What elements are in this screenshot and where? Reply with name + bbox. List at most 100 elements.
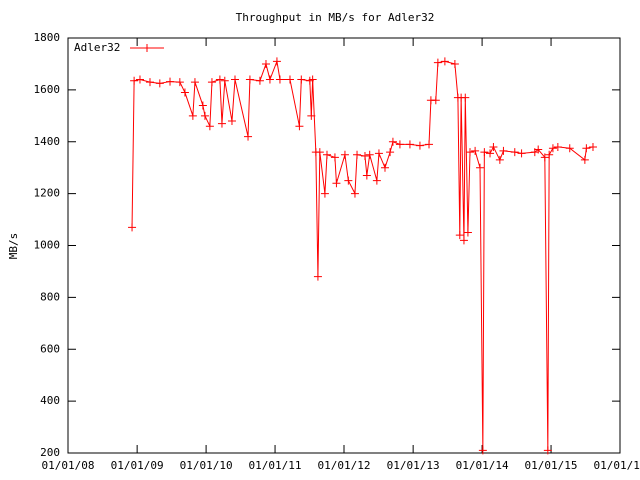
point [220, 76, 229, 85]
y-tick-label: 1600 [34, 83, 61, 96]
point [315, 148, 324, 157]
point [545, 150, 554, 159]
point [480, 148, 489, 157]
point [372, 176, 381, 185]
point [476, 163, 485, 172]
x-tick-label: 01/01/08 [42, 459, 95, 472]
point [365, 150, 374, 159]
y-tick-label: 800 [40, 290, 60, 303]
point [308, 75, 317, 84]
point [415, 141, 424, 150]
point [440, 57, 449, 66]
point [548, 144, 557, 153]
point [198, 101, 207, 110]
point [188, 111, 197, 120]
y-tick-label: 1400 [34, 135, 61, 148]
point [543, 446, 552, 455]
point [580, 155, 589, 164]
point [362, 171, 371, 180]
point [582, 144, 591, 153]
point [128, 223, 137, 232]
point [244, 132, 253, 141]
point [285, 75, 294, 84]
point [227, 117, 236, 125]
y-tick-label: 200 [40, 446, 60, 459]
legend-marker [143, 44, 151, 52]
point [478, 446, 487, 455]
chart-title: Throughput in MB/s for Adler32 [236, 11, 435, 24]
point [405, 140, 414, 149]
point [344, 176, 353, 185]
point [190, 78, 199, 87]
point [395, 140, 404, 149]
x-tick-label: 01/01/10 [180, 459, 233, 472]
point [207, 78, 216, 87]
point [353, 150, 362, 159]
point [534, 145, 543, 154]
point [205, 122, 214, 131]
point [275, 75, 284, 84]
y-axis-label: MB/s [7, 233, 20, 260]
point [466, 148, 475, 157]
point [388, 137, 397, 146]
point [320, 189, 329, 198]
point [433, 58, 442, 67]
point [455, 231, 464, 240]
point [499, 146, 508, 155]
point [517, 149, 526, 158]
point [217, 119, 226, 128]
point [489, 142, 498, 151]
point [540, 153, 549, 162]
legend-label: Adler32 [74, 41, 120, 54]
point [245, 75, 254, 84]
point [565, 144, 574, 153]
point [461, 93, 470, 102]
x-tick-label: 01/01/12 [318, 459, 371, 472]
point [175, 78, 184, 87]
point [265, 75, 274, 84]
point [471, 146, 480, 155]
point [297, 75, 306, 84]
x-tick-label: 01/01/16 [594, 459, 640, 472]
point [510, 148, 519, 157]
point [155, 79, 164, 88]
y-tick-label: 1000 [34, 239, 61, 252]
point [332, 179, 341, 188]
point [588, 142, 597, 151]
point [130, 76, 139, 85]
point [380, 163, 389, 172]
point [215, 75, 224, 84]
point [261, 59, 270, 68]
point [295, 122, 304, 131]
point [313, 272, 322, 281]
y-tick-label: 400 [40, 394, 60, 407]
point [322, 150, 331, 159]
point [330, 153, 339, 162]
point [200, 111, 209, 120]
point [135, 75, 144, 84]
point [459, 236, 468, 245]
point [374, 149, 383, 158]
point [180, 88, 189, 97]
point [386, 148, 395, 157]
point [272, 57, 281, 66]
x-tick-label: 01/01/14 [456, 459, 509, 472]
point [307, 111, 316, 120]
y-tick-label: 600 [40, 342, 60, 355]
point [350, 189, 359, 198]
point [255, 76, 264, 85]
point [450, 59, 459, 68]
point [360, 152, 369, 161]
point [340, 150, 349, 159]
point [553, 142, 562, 151]
point [486, 149, 495, 158]
point [431, 96, 440, 105]
point [145, 78, 154, 87]
y-tick-label: 1200 [34, 187, 61, 200]
point [166, 77, 175, 86]
x-tick-label: 01/01/15 [525, 459, 578, 472]
point [425, 140, 434, 149]
point [495, 155, 504, 164]
